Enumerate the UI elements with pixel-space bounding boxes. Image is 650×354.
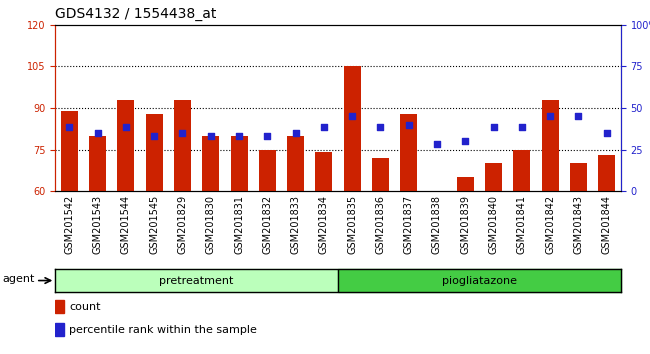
Text: GSM201831: GSM201831 bbox=[234, 195, 244, 254]
Bar bbox=[344, 66, 361, 191]
Text: GSM201841: GSM201841 bbox=[517, 195, 526, 254]
Text: GSM201829: GSM201829 bbox=[177, 195, 187, 254]
Bar bbox=[146, 114, 162, 191]
Point bbox=[573, 113, 584, 119]
Bar bbox=[315, 152, 332, 191]
Point bbox=[262, 133, 272, 138]
Point bbox=[234, 133, 244, 138]
Point bbox=[488, 125, 499, 130]
Bar bbox=[338, 269, 621, 292]
Text: GSM201836: GSM201836 bbox=[376, 195, 385, 254]
Text: GSM201839: GSM201839 bbox=[460, 195, 470, 254]
Point bbox=[517, 125, 527, 130]
Bar bbox=[174, 99, 191, 191]
Text: GSM201843: GSM201843 bbox=[573, 195, 583, 254]
Bar bbox=[202, 136, 219, 191]
Text: GDS4132 / 1554438_at: GDS4132 / 1554438_at bbox=[55, 7, 216, 21]
Text: GSM201842: GSM201842 bbox=[545, 195, 555, 254]
Text: piogliatazone: piogliatazone bbox=[442, 275, 517, 286]
Bar bbox=[541, 99, 558, 191]
Text: GSM201834: GSM201834 bbox=[319, 195, 329, 254]
Bar bbox=[598, 155, 615, 191]
Bar bbox=[400, 114, 417, 191]
Point bbox=[177, 130, 188, 136]
Bar bbox=[55, 269, 338, 292]
Point bbox=[460, 138, 471, 144]
Text: GSM201832: GSM201832 bbox=[263, 195, 272, 254]
Bar bbox=[457, 177, 474, 191]
Bar bbox=[485, 164, 502, 191]
Point bbox=[149, 133, 159, 138]
Text: GSM201830: GSM201830 bbox=[206, 195, 216, 254]
Point bbox=[121, 125, 131, 130]
Point bbox=[375, 125, 385, 130]
Bar bbox=[55, 300, 64, 313]
Point bbox=[291, 130, 301, 136]
Bar bbox=[372, 158, 389, 191]
Bar bbox=[570, 164, 587, 191]
Point bbox=[432, 141, 442, 147]
Point bbox=[92, 130, 103, 136]
Text: GSM201543: GSM201543 bbox=[93, 195, 103, 254]
Text: GSM201838: GSM201838 bbox=[432, 195, 442, 254]
Bar bbox=[231, 136, 248, 191]
Point bbox=[347, 113, 358, 119]
Text: GSM201837: GSM201837 bbox=[404, 195, 413, 254]
Point bbox=[601, 130, 612, 136]
Text: count: count bbox=[70, 302, 101, 312]
Text: GSM201542: GSM201542 bbox=[64, 195, 74, 254]
Point bbox=[404, 122, 414, 127]
Point bbox=[64, 125, 75, 130]
Text: pretreatment: pretreatment bbox=[159, 275, 234, 286]
Point bbox=[205, 133, 216, 138]
Bar bbox=[55, 323, 64, 336]
Text: GSM201544: GSM201544 bbox=[121, 195, 131, 254]
Text: GSM201844: GSM201844 bbox=[602, 195, 612, 254]
Bar bbox=[259, 149, 276, 191]
Text: GSM201835: GSM201835 bbox=[347, 195, 357, 254]
Bar bbox=[287, 136, 304, 191]
Text: agent: agent bbox=[3, 274, 35, 284]
Bar bbox=[514, 149, 530, 191]
Point bbox=[545, 113, 555, 119]
Text: GSM201840: GSM201840 bbox=[489, 195, 499, 254]
Text: percentile rank within the sample: percentile rank within the sample bbox=[70, 325, 257, 335]
Text: GSM201545: GSM201545 bbox=[150, 195, 159, 254]
Point bbox=[318, 125, 329, 130]
Bar bbox=[118, 99, 135, 191]
Bar bbox=[61, 111, 78, 191]
Bar bbox=[89, 136, 106, 191]
Text: GSM201833: GSM201833 bbox=[291, 195, 300, 254]
